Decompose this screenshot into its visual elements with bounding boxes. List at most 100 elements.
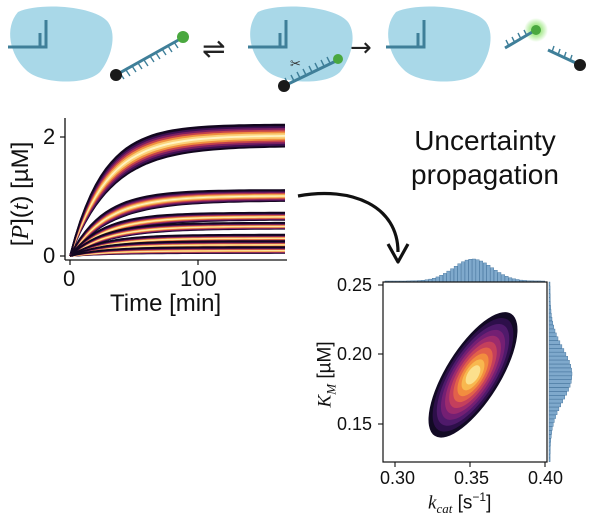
km-histogram-bar bbox=[548, 340, 561, 345]
left-y-axis-title: [P](t) [µM] bbox=[7, 141, 34, 247]
heading-line-1: Uncertainty bbox=[414, 125, 556, 156]
kcat-histogram-bar bbox=[497, 272, 502, 283]
kcat-histogram-bar bbox=[486, 265, 491, 283]
km-histogram-bar bbox=[548, 320, 553, 325]
km-histogram-bar bbox=[548, 407, 560, 412]
enzyme-free bbox=[8, 6, 113, 82]
black-label bbox=[110, 69, 122, 81]
enzyme-binding-site bbox=[8, 20, 48, 49]
kcat-histogram-bar bbox=[461, 261, 465, 283]
km-histogram-bar bbox=[548, 293, 551, 298]
km-histogram-bar bbox=[548, 446, 551, 451]
trajectory-line bbox=[69, 123, 286, 257]
reversible-arrow: ⇌ bbox=[202, 32, 225, 65]
right-y-tick-025: 0.25 bbox=[337, 275, 373, 295]
km-histogram-bar bbox=[548, 324, 555, 329]
kcat-histogram-bar bbox=[493, 270, 498, 283]
propagation-arrowhead bbox=[386, 243, 410, 264]
kcat-histogram-bar bbox=[501, 274, 505, 283]
km-histogram-bar bbox=[548, 403, 562, 408]
trajectory-line bbox=[69, 233, 285, 257]
km-histogram-bar bbox=[548, 364, 571, 369]
km-histogram-bar bbox=[548, 391, 567, 396]
left-x-axis-title: Time [min] bbox=[110, 290, 222, 317]
km-histogram-bar bbox=[548, 426, 553, 431]
uncertainty-propagation-heading: Uncertainty propagation bbox=[375, 124, 595, 192]
trajectory-ensemble bbox=[69, 123, 286, 257]
km-histogram-bar bbox=[548, 328, 556, 333]
kcat-histogram-bar bbox=[490, 267, 494, 283]
joint-posterior-contours bbox=[428, 312, 518, 438]
km-histogram-bar bbox=[548, 410, 558, 415]
km-histogram-bar bbox=[548, 317, 553, 322]
km-histogram-bar bbox=[548, 305, 551, 310]
posterior-contour-level bbox=[465, 365, 481, 385]
right-y-axis-title: KM [µM] bbox=[314, 341, 339, 408]
km-histogram-bar bbox=[548, 371, 573, 376]
left-y-tick-2: 2 bbox=[43, 124, 56, 149]
kcat-histogram-bar bbox=[443, 273, 447, 283]
km-histogram-bar bbox=[548, 399, 564, 404]
kcat-histogram-bar bbox=[464, 259, 469, 283]
km-histogram-bar bbox=[548, 289, 551, 294]
kcat-histogram-bar bbox=[453, 266, 458, 283]
kcat-histogram-bar bbox=[435, 276, 440, 283]
kcat-histogram-bar bbox=[468, 259, 473, 283]
left-x-tick-0: 0 bbox=[63, 266, 76, 291]
joint-posterior-frame bbox=[382, 281, 548, 463]
km-histogram-bar bbox=[548, 434, 552, 439]
trajectory-line bbox=[69, 189, 286, 257]
kcat-histogram-bar bbox=[457, 263, 462, 283]
km-histogram-bar bbox=[548, 450, 551, 455]
km-histogram-bar bbox=[548, 418, 555, 423]
km-histogram-bar bbox=[548, 313, 552, 318]
progress-curve-plot bbox=[60, 118, 287, 265]
kcat-histogram-bar bbox=[475, 259, 480, 283]
kcat-histogram-bar bbox=[450, 268, 454, 283]
right-x-tick-035: 0.35 bbox=[454, 468, 490, 488]
enzyme-complex: ✂ bbox=[248, 6, 353, 92]
kcat-histogram-bar bbox=[508, 277, 513, 283]
right-y-tick-015: 0.15 bbox=[337, 414, 373, 434]
km-histogram-bar bbox=[548, 454, 551, 459]
cleaved-product-green bbox=[504, 18, 548, 50]
km-histogram-bar bbox=[548, 336, 559, 341]
kcat-histogram-bar bbox=[504, 276, 509, 283]
heading-line-2: propagation bbox=[411, 159, 559, 190]
trajectory-line bbox=[69, 240, 286, 257]
km-histogram-bar bbox=[548, 352, 567, 357]
km-histogram-bar bbox=[548, 360, 570, 365]
substrate-strand bbox=[110, 31, 189, 81]
km-histogram-bar bbox=[548, 383, 571, 388]
right-x-tick-030: 0.30 bbox=[380, 468, 416, 488]
km-histogram-bar bbox=[548, 438, 551, 443]
kcat-histogram-bar bbox=[483, 262, 487, 283]
trajectory-line bbox=[69, 246, 285, 257]
left-y-tick-0: 0 bbox=[43, 243, 56, 268]
km-marginal-histogram bbox=[548, 281, 573, 462]
km-histogram-bar bbox=[548, 281, 551, 286]
scissors-icon: ✂ bbox=[290, 57, 301, 72]
propagation-arrow bbox=[297, 191, 400, 253]
forward-arrow: → bbox=[350, 33, 372, 63]
kcat-histogram-bar bbox=[446, 270, 451, 283]
posterior-plot bbox=[378, 258, 573, 467]
reaction-scheme: ⇌ ✂ → bbox=[8, 6, 586, 92]
km-histogram-bar bbox=[548, 457, 551, 462]
trajectory-line bbox=[69, 221, 285, 257]
km-histogram-bar bbox=[548, 285, 551, 290]
km-histogram-bar bbox=[548, 422, 554, 427]
km-histogram-bar bbox=[548, 367, 572, 372]
km-histogram-bar bbox=[548, 375, 572, 380]
right-x-axis-title: kcat [s−1] bbox=[428, 490, 492, 517]
km-histogram-bar bbox=[548, 414, 556, 419]
left-x-tick-100: 100 bbox=[180, 266, 217, 291]
enzyme-regenerated bbox=[386, 6, 491, 82]
km-histogram-bar bbox=[548, 297, 551, 302]
km-histogram-bar bbox=[548, 344, 563, 349]
green-label bbox=[177, 31, 189, 43]
kcat-histogram-bar bbox=[472, 258, 476, 283]
km-histogram-bar bbox=[548, 430, 552, 435]
kcat-histogram-bar bbox=[439, 275, 443, 283]
